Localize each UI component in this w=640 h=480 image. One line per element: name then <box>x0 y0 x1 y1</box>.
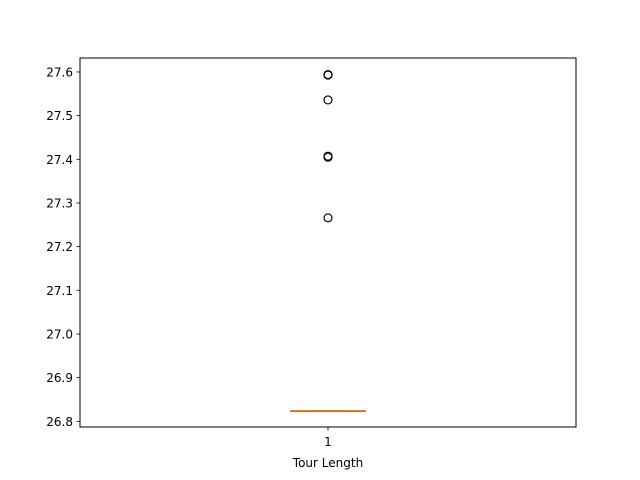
x-axis-ticks: 1 <box>324 427 332 449</box>
y-tick-label: 27.4 <box>46 153 73 167</box>
outlier-point <box>323 213 333 223</box>
x-tick-label: 1 <box>324 435 332 449</box>
y-tick-label: 27.3 <box>46 196 73 210</box>
outlier-point <box>323 95 333 105</box>
y-tick-label: 27.1 <box>46 284 73 298</box>
y-tick-label: 26.8 <box>46 415 73 429</box>
plot-area-frame <box>79 57 577 428</box>
y-axis-ticks: 26.8 26.9 27.0 27.1 27.2 27.3 27.4 27.5 27.6 <box>46 65 80 429</box>
outlier-point <box>323 69 333 80</box>
y-tick-label: 27.5 <box>46 109 73 123</box>
y-tick-label: 27.0 <box>46 327 73 341</box>
box-plot <box>290 410 366 412</box>
y-tick-label: 27.2 <box>46 240 73 254</box>
y-tick-label: 26.9 <box>46 371 73 385</box>
outlier-point <box>323 151 333 161</box>
x-axis-label: Tour Length <box>292 456 363 470</box>
y-tick-label: 27.6 <box>46 65 73 79</box>
outliers <box>323 69 333 223</box>
